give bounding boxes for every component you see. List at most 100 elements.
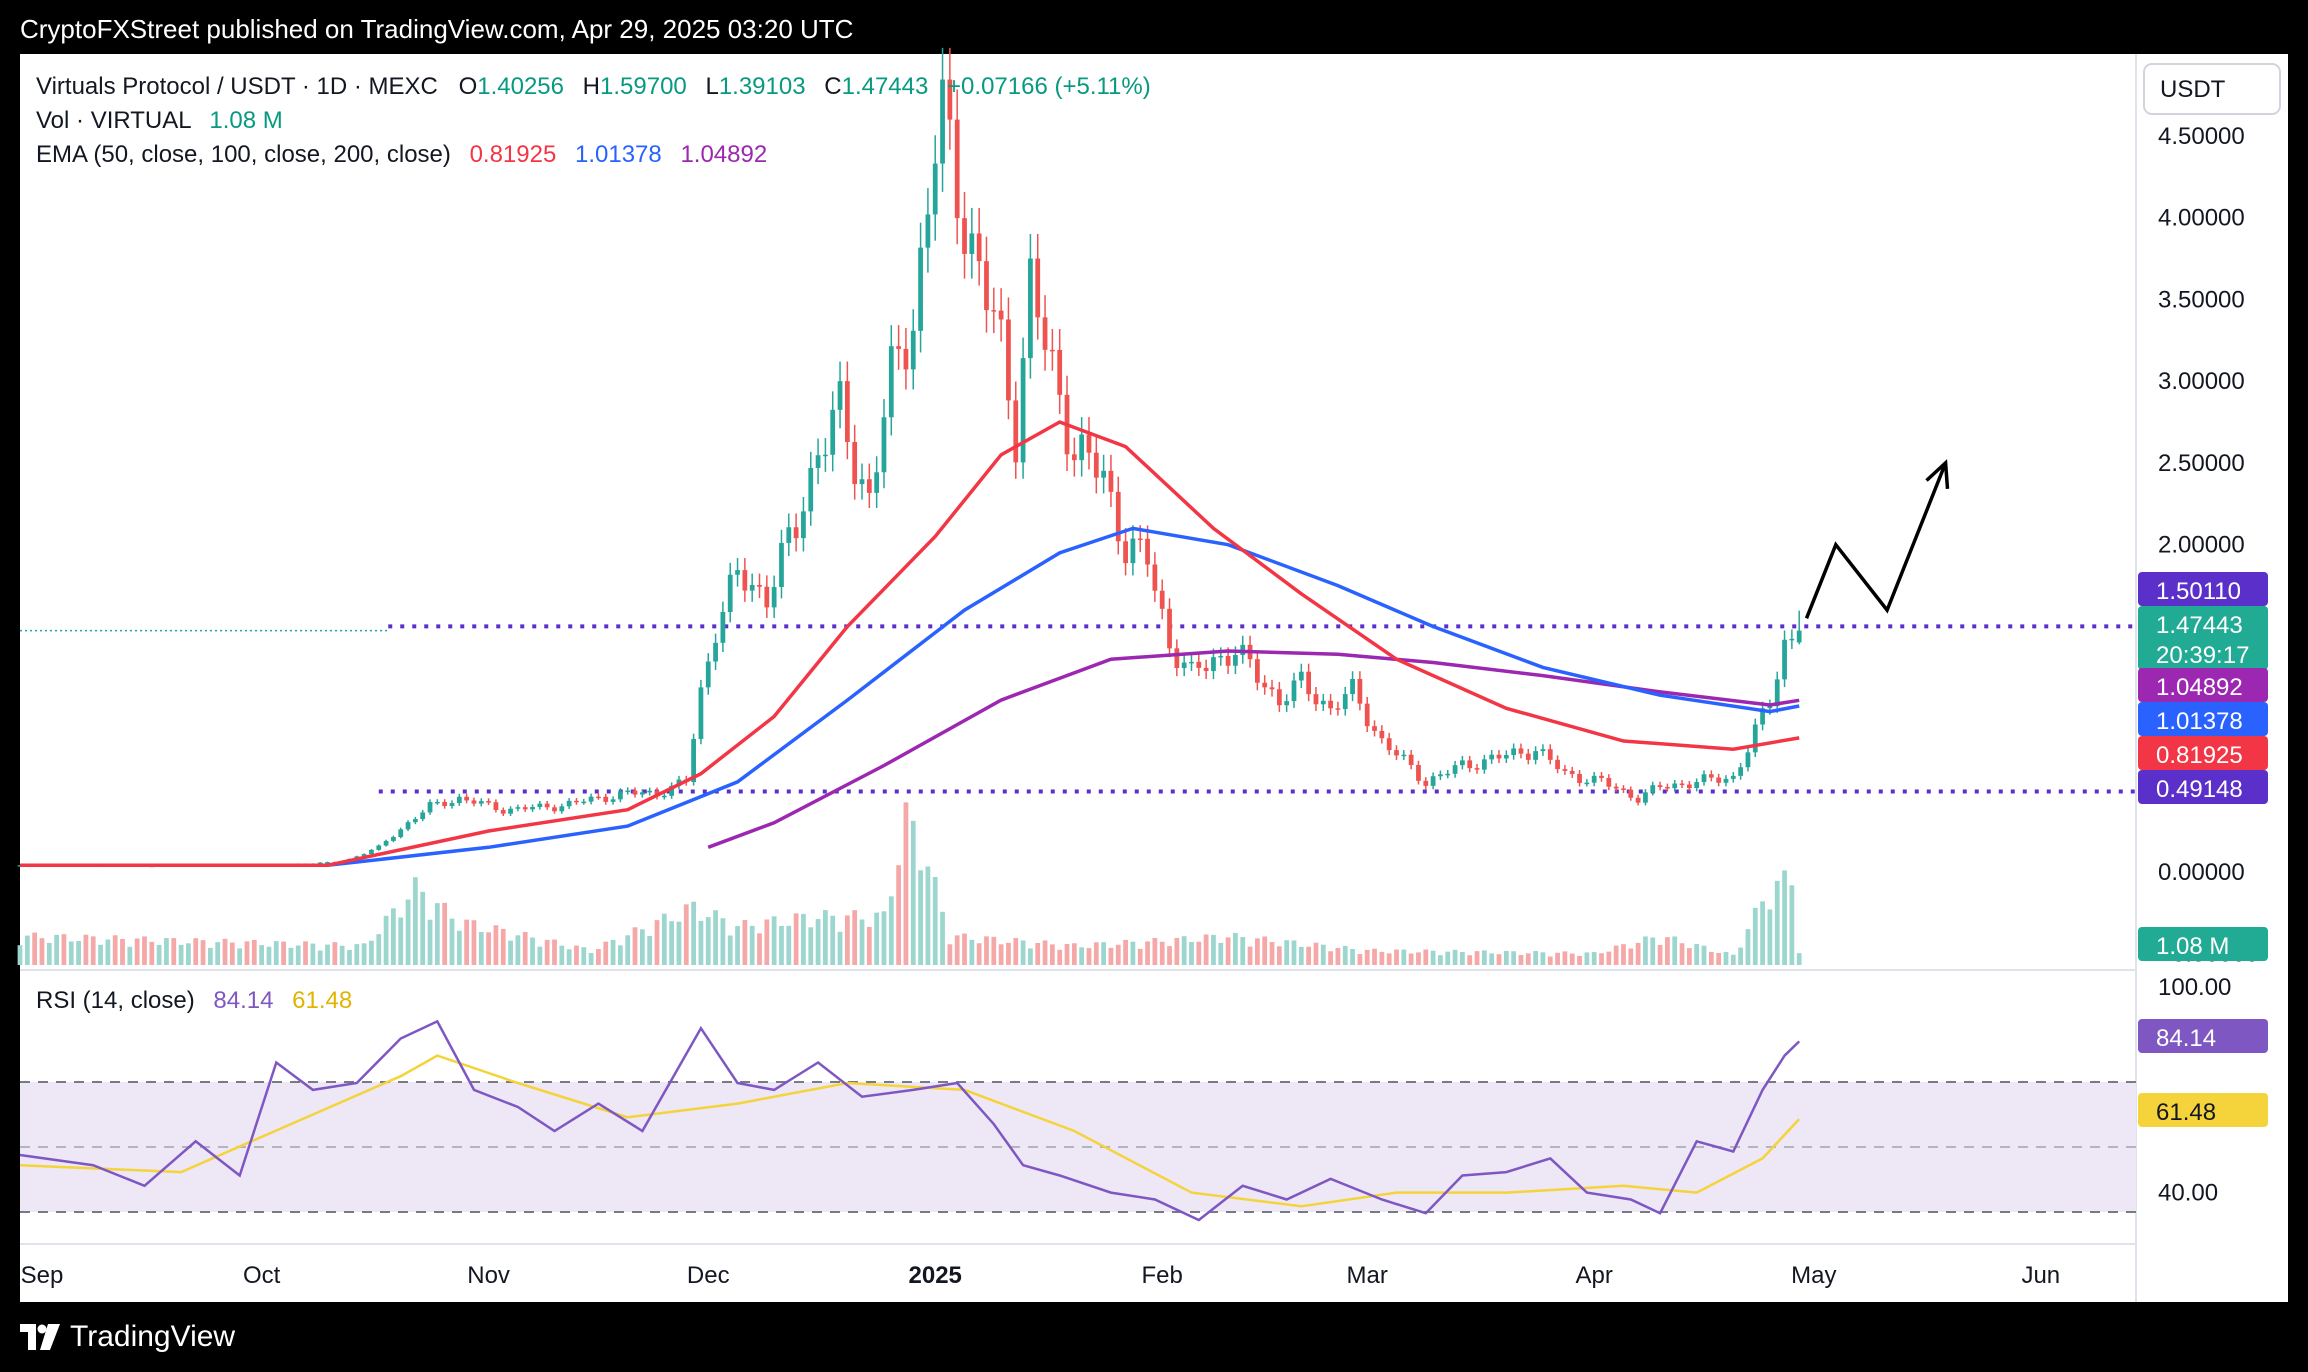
candle-body bbox=[588, 796, 594, 802]
currency-button[interactable] bbox=[2143, 63, 2281, 115]
volume-bar bbox=[1298, 946, 1304, 965]
volume-bar bbox=[1489, 953, 1495, 965]
candle-body bbox=[456, 796, 462, 804]
candle-body bbox=[1013, 400, 1019, 463]
candle-body bbox=[888, 346, 894, 418]
volume-bar bbox=[932, 877, 938, 965]
volume-bar bbox=[1342, 945, 1348, 965]
candle-body bbox=[1460, 760, 1465, 766]
volume-bar bbox=[1745, 929, 1751, 965]
volume-bar bbox=[1782, 870, 1787, 965]
candle-body bbox=[1430, 776, 1436, 786]
badge-rsi-ma-bg bbox=[2138, 1093, 2268, 1127]
volume-bar bbox=[383, 915, 389, 965]
candle-body bbox=[632, 790, 638, 795]
volume-bar bbox=[1269, 942, 1275, 965]
candle-body bbox=[1416, 765, 1421, 781]
volume-bar bbox=[757, 933, 762, 965]
candle-body bbox=[1774, 679, 1780, 707]
volume-bar bbox=[1335, 947, 1341, 965]
volume-bar bbox=[120, 938, 125, 965]
currency-button-label[interactable]: USDT bbox=[2160, 76, 2226, 103]
candle-body bbox=[1108, 470, 1114, 492]
candle-body bbox=[1547, 749, 1553, 760]
time-axis-label: Sep bbox=[21, 1262, 64, 1289]
chart-canvas[interactable]: Virtuals Protocol / USDT · 1D · MEXC O1.… bbox=[0, 0, 2308, 1302]
candle-body bbox=[1452, 765, 1458, 774]
volume-bar bbox=[552, 939, 557, 965]
volume-bar bbox=[815, 919, 821, 965]
candle-body bbox=[954, 119, 960, 219]
candle-body bbox=[932, 163, 938, 215]
volume-bar bbox=[1328, 951, 1333, 965]
volume-bar bbox=[1291, 940, 1297, 965]
candle-body bbox=[420, 812, 426, 820]
badge-volume-text: 1.08 M bbox=[2156, 933, 2229, 960]
horizontal-levels[interactable] bbox=[20, 624, 2136, 794]
badge-last-price-bg bbox=[2138, 606, 2268, 670]
rsi-lines bbox=[19, 1019, 1801, 1222]
candle-body bbox=[486, 801, 491, 803]
volume-bar bbox=[54, 934, 59, 965]
volume-bar bbox=[449, 918, 455, 965]
candle-body bbox=[1767, 706, 1773, 709]
candle-body bbox=[830, 409, 836, 455]
candle-body bbox=[625, 790, 631, 793]
candle-body bbox=[1496, 754, 1502, 759]
volume-bar bbox=[1247, 946, 1253, 965]
volume-bar bbox=[1738, 947, 1744, 965]
volume-bar bbox=[639, 929, 645, 965]
volume-bar bbox=[1159, 941, 1165, 965]
volume-bar bbox=[998, 944, 1004, 965]
candle-body bbox=[1760, 708, 1765, 725]
rsi-axis-label: 40.00 bbox=[2158, 1180, 2218, 1207]
projection-arrow-path[interactable] bbox=[1804, 462, 1948, 619]
volume-bar bbox=[215, 942, 221, 965]
candle-body bbox=[1042, 317, 1048, 350]
candle-body bbox=[808, 467, 814, 512]
candle-body bbox=[427, 802, 433, 813]
volume-bar bbox=[1115, 944, 1121, 965]
candle-body bbox=[493, 802, 499, 810]
candle-body bbox=[1423, 780, 1429, 786]
volume-bar bbox=[149, 941, 155, 965]
volume-bar bbox=[405, 899, 411, 965]
candle-body bbox=[500, 809, 506, 814]
candle-body bbox=[1130, 538, 1136, 564]
volume-bar bbox=[1137, 948, 1143, 965]
volume-bar bbox=[1364, 949, 1370, 965]
volume-bar bbox=[830, 915, 836, 965]
volume-bar bbox=[46, 942, 52, 965]
volume-bar bbox=[17, 945, 23, 965]
candle-body bbox=[786, 527, 792, 543]
volume-bar bbox=[156, 944, 162, 965]
volume-bar bbox=[288, 947, 294, 965]
volume-bar bbox=[720, 918, 726, 965]
volume-bar bbox=[1481, 950, 1487, 965]
candle-body bbox=[464, 796, 470, 801]
volume-bar bbox=[1262, 936, 1268, 965]
candle-body bbox=[947, 79, 953, 120]
candle-body bbox=[1481, 759, 1487, 770]
projection-arrow-head[interactable] bbox=[1925, 459, 1950, 490]
candle-body bbox=[1621, 788, 1626, 790]
volume-bar bbox=[500, 928, 506, 965]
legend-row-1: Virtuals Protocol / USDT · 1D · MEXC O1.… bbox=[36, 73, 1151, 100]
volume-bar bbox=[1716, 952, 1722, 965]
tradingview-logo[interactable]: TradingView bbox=[20, 1320, 235, 1354]
projection-drawing[interactable] bbox=[1804, 459, 1950, 619]
candle-body bbox=[361, 854, 367, 857]
candle-body bbox=[1167, 608, 1172, 649]
candle-body bbox=[1540, 749, 1546, 752]
candle-body bbox=[544, 803, 550, 808]
volume-bar bbox=[596, 949, 601, 965]
time-axis-label: May bbox=[1791, 1262, 1836, 1289]
volume-bar bbox=[874, 912, 880, 965]
volume-bar bbox=[779, 926, 784, 965]
candle-body bbox=[969, 233, 975, 254]
legend-rsi: 84.14 bbox=[213, 987, 273, 1014]
badge-level-low-bg bbox=[2138, 770, 2268, 804]
candle-body bbox=[405, 822, 411, 830]
price-axis-label: 2.00000 bbox=[2158, 532, 2245, 559]
badge-level-low-text: 0.49148 bbox=[2156, 776, 2243, 803]
